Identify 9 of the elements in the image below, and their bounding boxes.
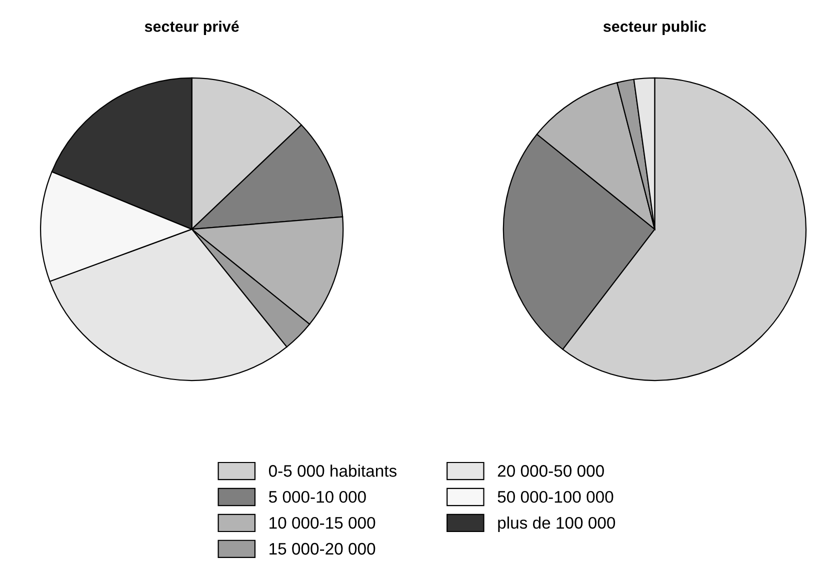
chart-title: secteur public xyxy=(603,20,706,35)
legend-label: 5 000-10 000 xyxy=(268,490,366,503)
legend-label: 20 000-50 000 xyxy=(498,465,604,477)
legend-label: 10 000-15 000 xyxy=(270,516,376,529)
legend-label: plus de 100 000 xyxy=(498,516,616,532)
chart-title: secteur privé xyxy=(144,20,239,35)
legend-label: 15 000-20 000 xyxy=(270,542,376,555)
legend-label: 50 000-100 000 xyxy=(498,490,614,503)
legend-label: 0-5 000 habitants xyxy=(268,464,396,477)
